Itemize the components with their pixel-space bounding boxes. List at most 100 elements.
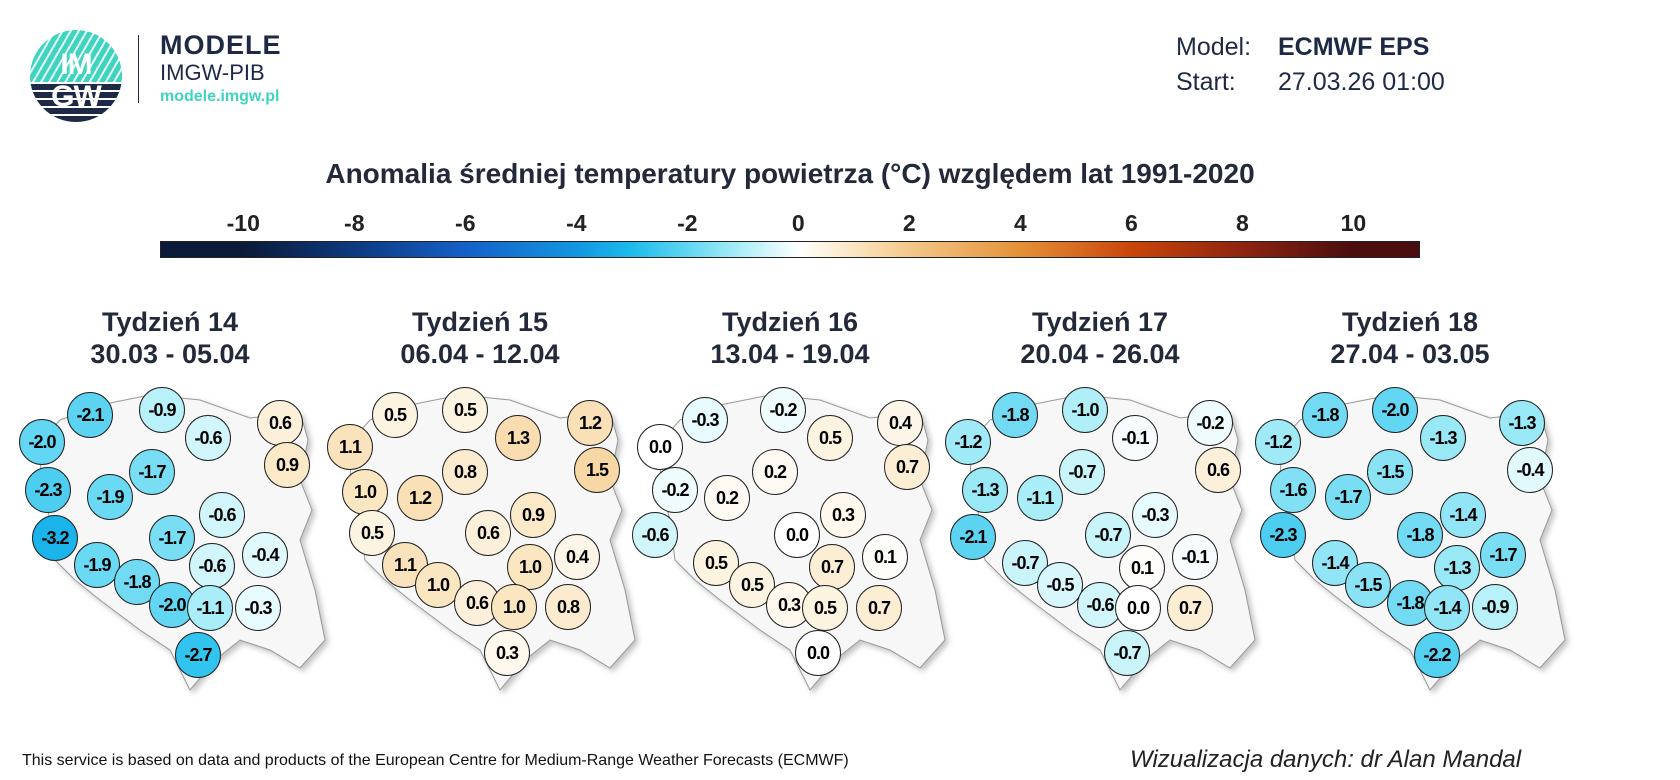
region-anomaly-marker: 1.0	[491, 584, 537, 630]
week-dates: 20.04 - 26.04	[1020, 339, 1180, 369]
region-anomaly-marker: -1.3	[1420, 415, 1466, 461]
region-anomaly-marker: -0.2	[1187, 400, 1233, 446]
author-credit: Wizualizacja danych: dr Alan Mandal	[1130, 746, 1522, 773]
region-anomaly-marker: -1.1	[187, 585, 233, 631]
start-label: Start:	[1176, 68, 1236, 96]
region-anomaly-marker: 0.3	[820, 492, 866, 538]
region-anomaly-marker: -1.8	[1302, 392, 1348, 438]
region-anomaly-marker: 0.2	[704, 475, 750, 521]
region-anomaly-marker: -1.0	[1062, 387, 1108, 433]
region-anomaly-marker: -1.1	[1017, 475, 1063, 521]
logo-divider	[138, 35, 139, 103]
region-anomaly-marker: -0.6	[632, 512, 678, 558]
region-anomaly-marker: 0.8	[442, 449, 488, 495]
colorbar	[160, 241, 1420, 258]
region-anomaly-marker: 0.2	[752, 449, 798, 495]
region-anomaly-marker: 0.9	[510, 492, 556, 538]
region-anomaly-marker: 0.7	[884, 444, 930, 490]
week-dates: 30.03 - 05.04	[90, 339, 250, 369]
region-anomaly-marker: 0.7	[1167, 585, 1213, 631]
region-anomaly-marker: -0.7	[1104, 630, 1150, 676]
region-anomaly-marker: -1.2	[1255, 419, 1301, 465]
region-anomaly-marker: -1.7	[149, 515, 195, 561]
imgw-logo-icon: IM GW	[30, 30, 122, 122]
region-anomaly-marker: -0.4	[242, 532, 288, 578]
week-name: Tydzień 17	[1031, 307, 1169, 337]
region-anomaly-marker: -0.6	[199, 492, 245, 538]
week-name: Tydzień 15	[411, 307, 549, 337]
region-anomaly-marker: -0.2	[760, 387, 806, 433]
region-anomaly-marker: 0.5	[372, 392, 418, 438]
region-anomaly-marker: 1.2	[567, 400, 613, 446]
colorbar-tick-label: -6	[455, 210, 476, 236]
region-anomaly-marker: 0.7	[856, 585, 902, 631]
region-anomaly-marker: -2.3	[25, 467, 71, 513]
region-anomaly-marker: 0.6	[465, 510, 511, 556]
region-anomaly-marker: -1.9	[87, 474, 133, 520]
week-dates: 13.04 - 19.04	[710, 339, 870, 369]
region-anomaly-marker: -1.7	[129, 449, 175, 495]
region-anomaly-marker: -2.2	[1414, 632, 1460, 678]
region-anomaly-marker: 0.8	[545, 584, 591, 630]
region-anomaly-marker: -1.5	[1345, 562, 1391, 608]
week-name: Tydzień 18	[1341, 307, 1479, 337]
brand-subname: IMGW-PIB	[160, 60, 265, 85]
region-anomaly-marker: 0.6	[1195, 447, 1241, 493]
region-anomaly-marker: -0.7	[1059, 449, 1105, 495]
colorbar-tick-label: 0	[791, 210, 805, 236]
region-anomaly-marker: -1.2	[945, 419, 991, 465]
region-anomaly-marker: 0.6	[454, 580, 500, 626]
region-anomaly-marker: -1.9	[74, 542, 120, 588]
region-anomaly-marker: -0.4	[1507, 447, 1553, 493]
colorbar-tick-label: 8	[1235, 210, 1249, 236]
region-anomaly-marker: -1.3	[962, 467, 1008, 513]
region-anomaly-marker: -2.7	[175, 632, 221, 678]
region-anomaly-marker: 0.4	[877, 400, 923, 446]
region-anomaly-marker: 1.1	[327, 424, 373, 470]
region-anomaly-marker: -2.0	[1372, 387, 1418, 433]
region-anomaly-marker: 1.5	[574, 447, 620, 493]
region-anomaly-marker: -1.4	[1424, 585, 1470, 631]
start-value: 27.03.26 01:00	[1278, 68, 1445, 96]
colorbar-tick-label: -10	[226, 210, 260, 236]
region-anomaly-marker: -1.3	[1499, 400, 1545, 446]
region-anomaly-marker: 0.5	[807, 415, 853, 461]
region-anomaly-marker: -0.7	[1085, 512, 1131, 558]
region-anomaly-marker: 0.0	[774, 512, 820, 558]
region-anomaly-marker: 0.0	[637, 424, 683, 470]
region-anomaly-marker: -0.9	[139, 387, 185, 433]
region-anomaly-marker: -0.9	[1472, 584, 1518, 630]
region-anomaly-marker: -1.3	[1434, 545, 1480, 591]
brand-name: MODELE	[160, 30, 282, 60]
region-anomaly-marker: 1.3	[495, 415, 541, 461]
region-anomaly-marker: -3.2	[32, 515, 78, 561]
region-anomaly-marker: 0.3	[484, 630, 530, 676]
week-title: Tydzień 14 30.03 - 05.04	[20, 306, 320, 370]
week-dates: 06.04 - 12.04	[400, 339, 560, 369]
region-anomaly-marker: 1.0	[507, 544, 553, 590]
colorbar-tick-label: -8	[344, 210, 365, 236]
colorbar-tick-label: -2	[677, 210, 698, 236]
week-title: Tydzień 16 13.04 - 19.04	[640, 306, 940, 370]
week-title: Tydzień 15 06.04 - 12.04	[330, 306, 630, 370]
region-anomaly-marker: -0.1	[1172, 534, 1218, 580]
region-anomaly-marker: -1.7	[1480, 532, 1526, 578]
region-anomaly-marker: -1.6	[1270, 467, 1316, 513]
region-anomaly-marker: -1.4	[1312, 540, 1358, 586]
region-anomaly-marker: 0.6	[257, 400, 303, 446]
region-anomaly-marker: -0.6	[189, 543, 235, 589]
colorbar-tick-label: 4	[1013, 210, 1027, 236]
colorbar-tick-label: -4	[566, 210, 587, 236]
region-anomaly-marker: 0.1	[862, 534, 908, 580]
region-anomaly-marker: -0.3	[1132, 492, 1178, 538]
region-anomaly-marker: -2.1	[67, 392, 113, 438]
week-name: Tydzień 16	[721, 307, 859, 337]
region-anomaly-marker: -0.6	[1077, 582, 1123, 628]
region-anomaly-marker: 0.5	[802, 585, 848, 631]
region-anomaly-marker: -1.8	[1397, 512, 1443, 558]
colorbar-tick-label: 2	[902, 210, 916, 236]
region-anomaly-marker: -1.8	[114, 559, 160, 605]
region-anomaly-marker: 0.1	[1119, 545, 1165, 591]
region-anomaly-marker: 0.4	[554, 534, 600, 580]
